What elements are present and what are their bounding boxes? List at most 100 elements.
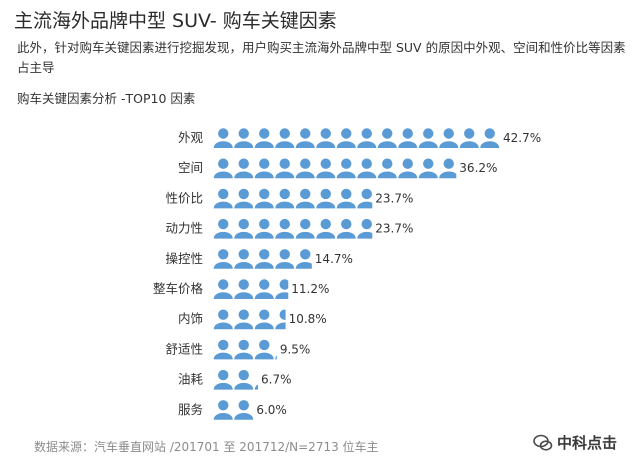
person-icon [275, 309, 286, 330]
bar [213, 369, 259, 390]
person-icon [316, 158, 336, 179]
person-icon [275, 355, 277, 360]
value-label: 9.5% [280, 342, 311, 356]
person-icon [295, 158, 315, 179]
person-icon [234, 339, 254, 360]
person-icon [439, 158, 457, 179]
person-icon [254, 218, 274, 239]
person-icon [213, 309, 233, 330]
data-source-note: 数据来源：汽车垂直网站 /201701 至 201712/N=2713 位车主 [34, 440, 379, 454]
brand-logo: 中科点击 [533, 432, 617, 453]
person-icon [213, 218, 233, 239]
person-icon [336, 218, 356, 239]
bar [213, 218, 373, 239]
person-icon [213, 279, 233, 299]
person-icon [234, 400, 254, 420]
page-title: 主流海外品牌中型 SUV- 购车关键因素 [14, 10, 337, 32]
person-icon [254, 188, 274, 209]
person-icon [234, 369, 254, 390]
bar [213, 249, 312, 269]
person-icon [275, 249, 295, 269]
brand-logo-text: 中科点击 [557, 434, 618, 452]
person-icon [398, 128, 418, 148]
person-icon [254, 128, 274, 148]
person-icon [275, 188, 295, 209]
person-icon [275, 218, 295, 239]
page-subtitle: 此外，针对购车关键因素进行挖掘发现，用户购买主流海外品牌中型 SUV 的原因中外… [17, 40, 626, 75]
person-icon [480, 128, 500, 148]
person-icon [357, 158, 377, 179]
person-icon [377, 158, 397, 179]
person-icon [213, 188, 233, 209]
person-icon [377, 128, 397, 148]
bar [213, 339, 277, 360]
person-icon [234, 309, 254, 330]
category-label: 空间 [178, 160, 203, 175]
value-label: 10.8% [289, 312, 327, 326]
person-icon [357, 128, 377, 148]
person-icon [213, 128, 233, 148]
person-icon [234, 128, 254, 148]
chart-title: 购车关键因素分析 -TOP10 因素 [17, 91, 196, 106]
person-icon [234, 249, 254, 269]
person-icon [336, 128, 356, 148]
person-icon [254, 249, 274, 269]
value-label: 14.7% [315, 252, 353, 266]
person-icon [234, 218, 254, 239]
value-label: 6.7% [261, 373, 292, 387]
category-label: 性价比 [165, 190, 203, 205]
category-label: 动力性 [165, 221, 203, 236]
person-icon [295, 128, 315, 148]
person-icon [336, 188, 356, 209]
value-label: 42.7% [503, 131, 541, 145]
person-icon [398, 158, 418, 179]
person-icon [316, 128, 336, 148]
value-label: 23.7% [375, 191, 413, 205]
person-icon [336, 158, 356, 179]
person-icon [459, 128, 479, 148]
person-icon [418, 128, 438, 148]
category-label: 操控性 [165, 251, 203, 266]
person-icon [213, 369, 233, 390]
person-icon [418, 158, 438, 179]
bar [213, 279, 289, 299]
person-icon [254, 309, 274, 330]
person-icon [275, 279, 289, 299]
person-icon [357, 218, 373, 239]
person-icon [234, 158, 254, 179]
value-label: 11.2% [291, 282, 329, 296]
person-icon [439, 128, 459, 148]
person-icon [254, 158, 274, 179]
person-icon [275, 128, 295, 148]
category-label: 内饰 [178, 311, 203, 326]
category-label: 舒适性 [165, 341, 203, 356]
person-icon [254, 279, 274, 299]
person-icon [316, 218, 336, 239]
person-icon [213, 249, 233, 269]
category-label: 服务 [178, 402, 203, 417]
person-icon [234, 188, 254, 209]
value-label: 36.2% [459, 161, 497, 175]
person-icon [275, 158, 295, 179]
person-icon [295, 249, 312, 269]
bar [213, 400, 254, 420]
person-icon [295, 188, 315, 209]
person-icon [213, 339, 233, 360]
person-icon [213, 400, 233, 420]
category-label: 外观 [178, 130, 204, 145]
bar [213, 188, 373, 209]
bar [213, 128, 500, 148]
value-label: 23.7% [375, 222, 413, 236]
value-label: 6.0% [256, 403, 287, 417]
person-icon [213, 158, 233, 179]
person-icon [254, 339, 274, 360]
wechat-logo-icon [533, 434, 553, 451]
category-label: 整车价格 [153, 281, 204, 296]
person-icon [295, 218, 315, 239]
person-icon [234, 279, 254, 299]
category-label: 油耗 [178, 372, 204, 387]
person-icon [254, 384, 259, 390]
bar [213, 309, 286, 330]
person-icon [316, 188, 336, 209]
